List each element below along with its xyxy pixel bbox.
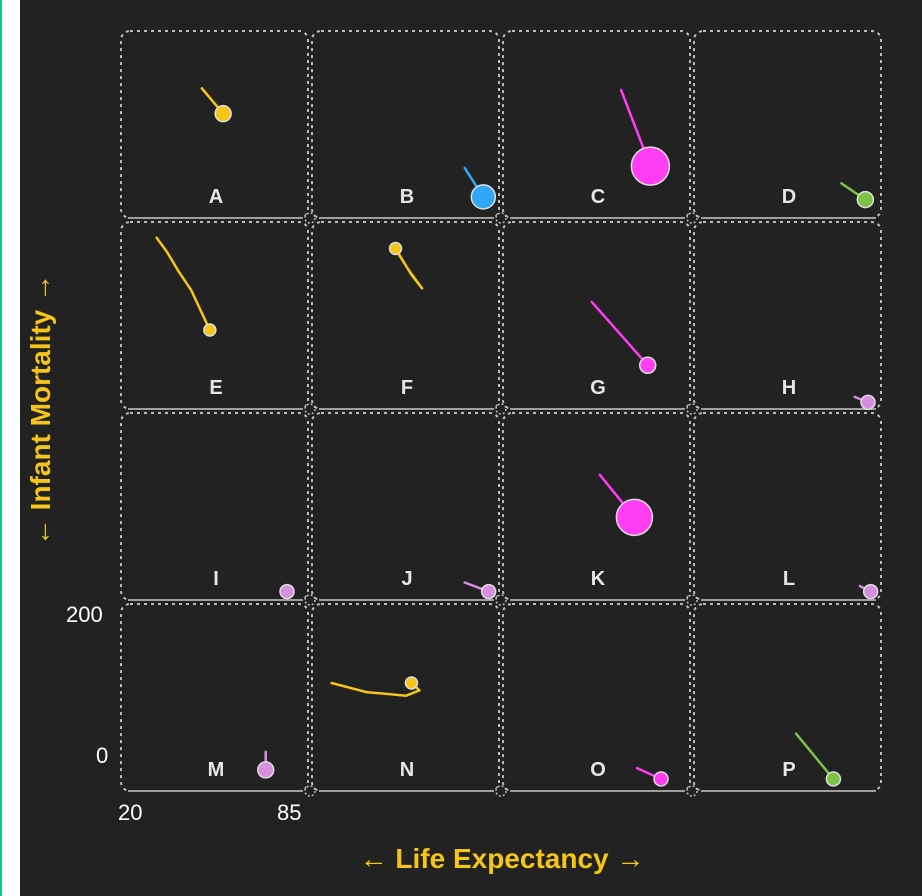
panel-corner-knot <box>495 212 507 224</box>
panel-label-c: C <box>591 186 605 208</box>
data-point-a <box>214 104 232 123</box>
trail-line-g <box>590 300 649 367</box>
panel-label-e: E <box>209 377 222 399</box>
y-axis-title: ← Infant Mortality → <box>25 274 56 546</box>
panel-corner-knot <box>495 403 507 415</box>
trail-line-n <box>330 681 421 697</box>
data-point-n <box>404 676 419 690</box>
data-point-c <box>630 146 671 186</box>
panel-corner-knot <box>686 785 698 797</box>
panel-label-h: H <box>782 377 796 399</box>
panel-label-d: D <box>782 186 796 208</box>
panel-label-j: J <box>401 568 412 590</box>
x-axis-title: ← Life Expectancy → <box>360 843 645 874</box>
panel-label-k: K <box>591 568 606 590</box>
panel-label-p: P <box>782 759 795 781</box>
panel-corner-knot <box>304 594 316 606</box>
panel-corner-knot <box>304 403 316 415</box>
trail-line-p <box>794 732 835 781</box>
panel-label-n: N <box>400 759 414 781</box>
chart-panel <box>20 0 922 896</box>
panel-corner-knot <box>495 594 507 606</box>
x-tick-85: 85 <box>277 800 301 825</box>
panel-label-l: L <box>783 568 795 590</box>
panel-corner-knot <box>304 212 316 224</box>
data-point-p <box>825 771 842 787</box>
left-edge-bar <box>0 0 20 896</box>
panel-label-a: A <box>209 186 223 208</box>
data-point-o <box>653 771 669 787</box>
data-point-d <box>856 190 875 209</box>
panel-corner-knot <box>686 594 698 606</box>
y-tick-200: 200 <box>66 602 103 627</box>
panel-label-m: M <box>208 759 225 781</box>
data-point-e <box>203 323 217 337</box>
data-point-h <box>860 394 876 411</box>
y-tick-0: 0 <box>96 743 108 768</box>
panel-label-i: I <box>213 568 219 590</box>
panel-corner-knot <box>495 785 507 797</box>
marks-layer <box>155 87 879 787</box>
data-point-m <box>256 761 275 779</box>
trail-line-e <box>155 236 212 332</box>
data-point-b <box>470 184 497 210</box>
panel-corner-knot <box>686 212 698 224</box>
data-point-f <box>388 241 403 256</box>
panel-label-b: B <box>400 186 414 208</box>
data-point-k <box>615 498 654 537</box>
panel-label-f: F <box>401 377 413 399</box>
panel-corner-knot <box>686 403 698 415</box>
panel-label-g: G <box>590 377 606 399</box>
data-point-j <box>480 583 497 600</box>
cells-layer: A B C D E F G H I J K L M N O P <box>120 30 882 797</box>
x-tick-20: 20 <box>118 800 142 825</box>
panel-corner-knot <box>304 785 316 797</box>
trail-line-f <box>391 243 424 290</box>
data-point-l <box>862 583 879 600</box>
panel-label-o: O <box>590 759 606 781</box>
data-point-i <box>279 583 295 600</box>
data-point-g <box>638 356 657 375</box>
